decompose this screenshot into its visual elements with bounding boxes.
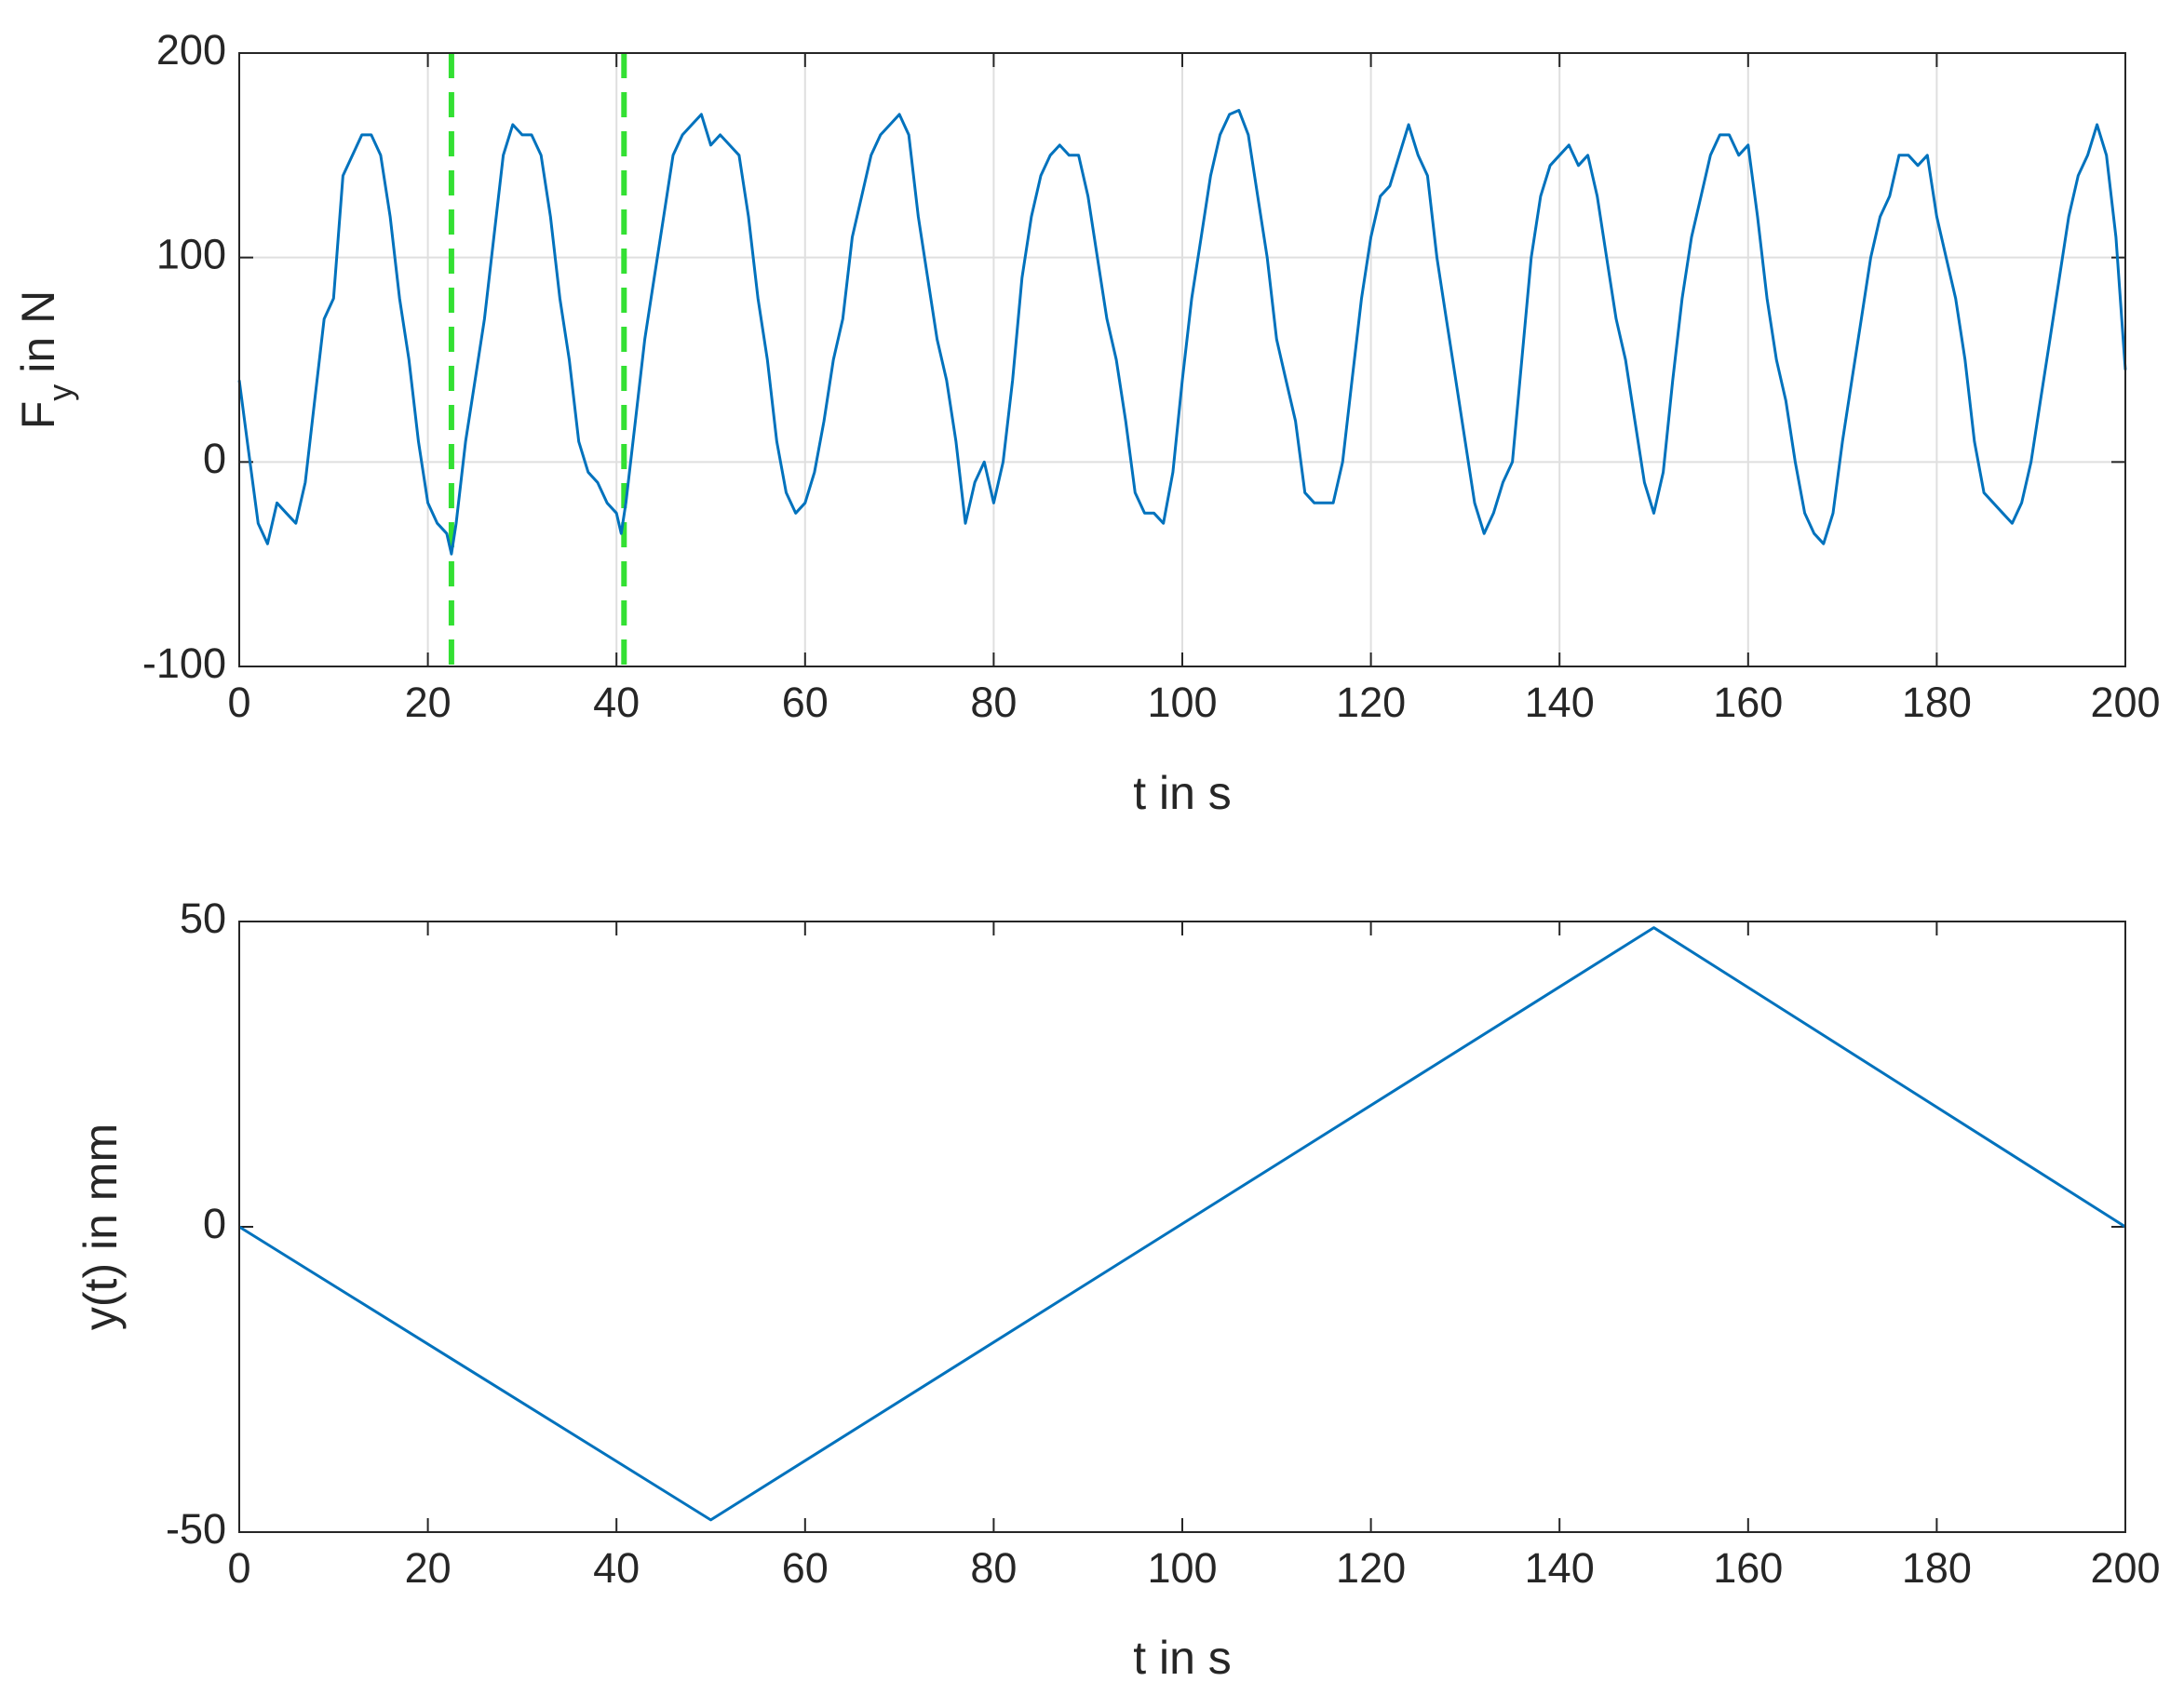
y-axis-label: y(t) in mm [74, 1123, 127, 1330]
x-tick-label: 120 [1336, 679, 1406, 726]
y-axis-label-part: F [12, 401, 64, 430]
data-line [237, 109, 2127, 556]
x-axis-label: t in s [1133, 767, 1232, 819]
x-tick-label: 0 [227, 679, 250, 726]
x-tick-label: 180 [1902, 679, 1972, 726]
y-tick-label: -100 [142, 639, 226, 687]
y-axis-label: Fy in N [12, 290, 78, 429]
y-tick-label: 0 [203, 1200, 226, 1247]
x-tick-label: 160 [1713, 1544, 1783, 1592]
y-tick-label: 50 [180, 895, 226, 942]
x-tick-label: 100 [1147, 679, 1217, 726]
x-tick-label: 200 [2090, 679, 2160, 726]
x-tick-label: 80 [970, 679, 1017, 726]
y-axis-label-part: y(t) in mm [74, 1123, 127, 1330]
x-tick-label: 120 [1336, 1544, 1406, 1592]
axes-box [238, 52, 2126, 667]
x-tick-label: 60 [782, 679, 829, 726]
x-tick-label: 40 [593, 679, 640, 726]
x-tick-label: 100 [1147, 1544, 1217, 1592]
data-line [238, 926, 2126, 1522]
x-tick-label: 140 [1525, 679, 1595, 726]
y-tick-label: -50 [166, 1505, 226, 1553]
axes-box [238, 921, 2126, 1533]
x-tick-label: 60 [782, 1544, 829, 1592]
y-tick-label: 0 [203, 435, 226, 482]
y-tick-label: 100 [156, 231, 226, 278]
y-tick-label: 200 [156, 26, 226, 74]
y-axis-label-part: in N [12, 290, 64, 373]
x-axis-label: t in s [1133, 1632, 1232, 1684]
plot-area [239, 921, 2125, 1532]
x-tick-label: 0 [227, 1544, 250, 1592]
x-tick-label: 200 [2090, 1544, 2160, 1592]
x-tick-label: 80 [970, 1544, 1017, 1592]
x-tick-label: 160 [1713, 679, 1783, 726]
x-tick-label: 20 [405, 1544, 452, 1592]
x-tick-label: 40 [593, 1544, 640, 1592]
x-tick-label: 20 [405, 679, 452, 726]
x-tick-label: 180 [1902, 1544, 1972, 1592]
y-axis-label-part: y [41, 384, 79, 401]
x-tick-label: 140 [1525, 1544, 1595, 1592]
